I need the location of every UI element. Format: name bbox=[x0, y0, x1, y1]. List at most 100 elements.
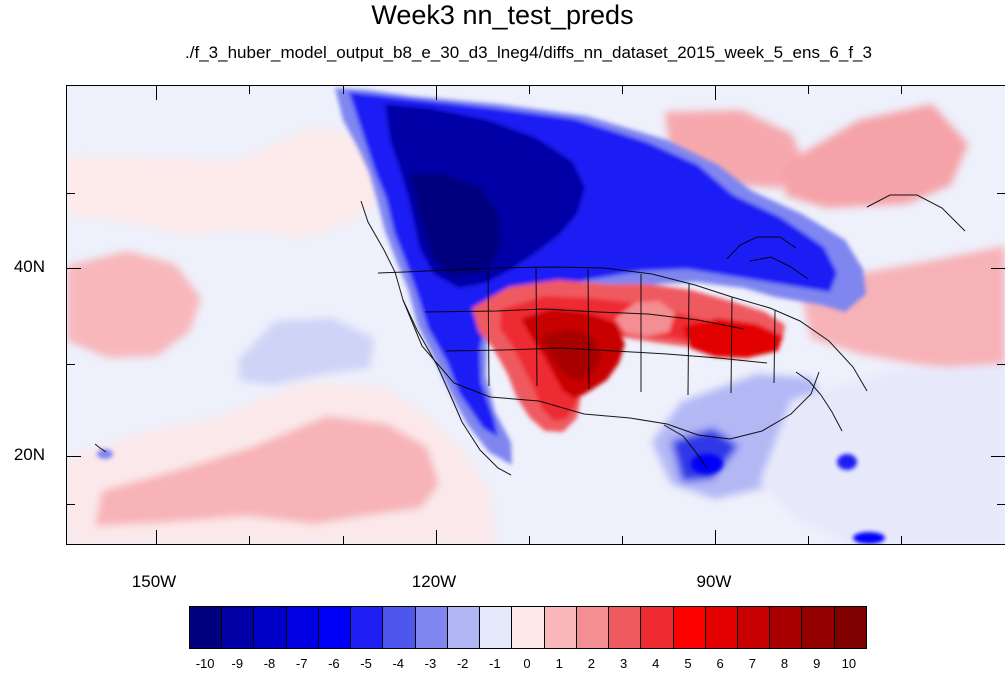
colorbar-swatch bbox=[802, 607, 835, 648]
colorbar-swatch bbox=[222, 607, 255, 648]
bottom-minor-tick bbox=[901, 536, 902, 544]
colorbar-tick-label: 2 bbox=[587, 656, 595, 671]
colorbar-tick-label: -2 bbox=[456, 656, 469, 671]
state-line-1 bbox=[487, 268, 490, 387]
coastlines-and-borders bbox=[94, 194, 966, 476]
great-lakes-outline-2 bbox=[749, 256, 809, 280]
colorbar-tick-label: -1 bbox=[489, 656, 501, 671]
left-minor-tick bbox=[67, 364, 75, 365]
southeast-negative-region bbox=[760, 364, 1005, 544]
state-line-5 bbox=[687, 283, 690, 396]
map-panel bbox=[66, 85, 1005, 545]
colorbar-swatch bbox=[254, 607, 287, 648]
strongest-negative-core bbox=[410, 174, 501, 276]
colorbar-tick-label: -6 bbox=[328, 656, 340, 671]
north-atlantic-positive-b bbox=[781, 104, 968, 208]
colorbar-swatch bbox=[576, 607, 610, 648]
strongest-positive-core bbox=[541, 329, 601, 381]
bottom-minor-tick bbox=[808, 536, 809, 544]
lon-label-150w: 150W bbox=[131, 572, 177, 591]
colorbar-swatch bbox=[834, 607, 866, 648]
horizontal-state-line-1 bbox=[424, 308, 745, 330]
colorbar-tick-label: -7 bbox=[295, 656, 308, 671]
left-minor-tick bbox=[67, 504, 75, 505]
bottom-major-tick-150w bbox=[156, 530, 157, 544]
bottom-major-tick-90w bbox=[715, 530, 716, 544]
colorbar-tick-label: 7 bbox=[748, 656, 756, 671]
colorbar-swatch bbox=[480, 607, 513, 648]
colorbar-swatch bbox=[641, 607, 674, 648]
right-major-tick-40n bbox=[991, 268, 1005, 269]
right-major-tick-20n bbox=[991, 456, 1005, 457]
yucatan-outline bbox=[663, 424, 708, 469]
right-minor-tick bbox=[997, 504, 1005, 505]
colorbar-swatch bbox=[512, 607, 545, 648]
left-major-tick-40n bbox=[67, 268, 81, 269]
top-minor-tick bbox=[808, 86, 809, 94]
state-line-7 bbox=[773, 309, 776, 384]
bottom-minor-tick bbox=[343, 536, 344, 544]
top-minor-tick bbox=[901, 86, 902, 94]
colorbar-tick-label: -10 bbox=[195, 656, 215, 671]
right-minor-tick bbox=[997, 193, 1005, 194]
great-lakes-outline-1 bbox=[726, 236, 797, 260]
colorbar-labels: -10 -9 -8 -7 -6 -5 -4 -3 -2 -1 0 1 2 3 4 5 6 7 8 9 10 bbox=[189, 657, 865, 673]
colorbar-tick-label: 9 bbox=[813, 656, 821, 671]
top-minor-tick bbox=[529, 86, 530, 94]
south-central-positive-core bbox=[683, 318, 783, 358]
bottom-minor-tick bbox=[622, 536, 623, 544]
horizontal-state-line-2 bbox=[445, 347, 768, 364]
small-details bbox=[97, 449, 885, 544]
colorbar-swatch bbox=[705, 607, 738, 648]
figure-subtitle: ./f_3_huber_model_output_b8_e_30_d3_lneg… bbox=[185, 43, 872, 62]
colorbar-tick-label: 3 bbox=[619, 656, 628, 671]
colorbar-tick-label: -3 bbox=[424, 656, 437, 671]
left-major-tick-20n bbox=[67, 456, 81, 457]
pacific-negative-patch bbox=[238, 318, 374, 385]
state-line-2 bbox=[535, 267, 538, 387]
top-minor-tick bbox=[622, 86, 623, 94]
top-major-tick-90w bbox=[715, 86, 716, 100]
colorbar-tick-label: -5 bbox=[360, 656, 372, 671]
northern-border-line bbox=[377, 266, 868, 392]
left-minor-tick bbox=[67, 193, 75, 194]
pacific-positive-b bbox=[67, 251, 201, 358]
colorbar-swatch bbox=[318, 607, 352, 648]
colorbar-tick-label: 6 bbox=[716, 656, 724, 671]
hawaii-negative-spot bbox=[97, 449, 113, 459]
top-major-tick-150w bbox=[156, 86, 157, 100]
colorbar-swatch bbox=[190, 607, 223, 648]
southern-coast-line bbox=[402, 299, 820, 440]
colorbar-swatch bbox=[286, 607, 319, 648]
northeast-coastline bbox=[866, 194, 966, 232]
state-line-3 bbox=[587, 268, 590, 390]
state-line-6 bbox=[730, 296, 733, 394]
colorbar-tick-label: 1 bbox=[555, 656, 563, 671]
subtropical-positive-core bbox=[95, 416, 439, 526]
colorbar-swatch bbox=[383, 607, 416, 648]
top-major-tick-120w bbox=[436, 86, 437, 100]
colorbar-tick-label: -9 bbox=[231, 656, 244, 671]
west-coast-line bbox=[360, 200, 512, 476]
colorbar-swatch bbox=[673, 607, 706, 648]
caribbean-small-negative bbox=[691, 454, 723, 474]
bottom-minor-tick bbox=[249, 536, 250, 544]
colorbar-swatch bbox=[447, 607, 481, 648]
florida-outline bbox=[795, 371, 843, 432]
colorbar-swatch bbox=[415, 607, 448, 648]
colorbar-tick-label: 5 bbox=[684, 656, 692, 671]
colorbar bbox=[189, 606, 867, 649]
lat-label-40n: 40N bbox=[13, 257, 45, 276]
colorbar-tick-label: 4 bbox=[652, 656, 660, 671]
colorbar-swatch bbox=[770, 607, 803, 648]
southern-plains-positive-core bbox=[615, 301, 675, 336]
right-minor-tick bbox=[997, 364, 1005, 365]
bahamas-small-negative bbox=[837, 454, 857, 470]
lat-label-20n: 20N bbox=[13, 445, 45, 464]
south-edge-negative bbox=[853, 532, 885, 544]
bottom-minor-tick bbox=[529, 536, 530, 544]
colorbar-tick-label: 0 bbox=[523, 656, 531, 671]
north-pacific-positive-a bbox=[67, 126, 397, 238]
top-minor-tick bbox=[343, 86, 344, 94]
figure-title: Week3 nn_test_preds bbox=[371, 0, 634, 30]
